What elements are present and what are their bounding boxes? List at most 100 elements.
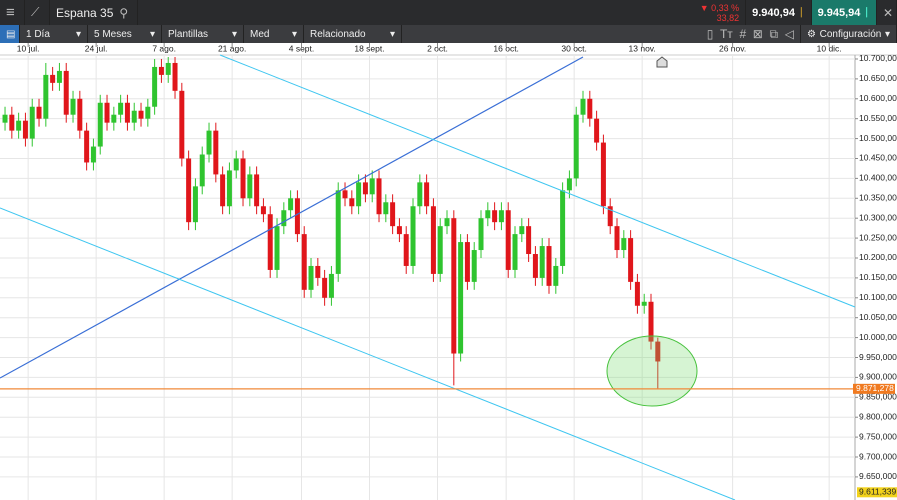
- indicator-select[interactable]: Med ▾: [244, 25, 304, 43]
- y-tick-label: 10.150,000: [859, 272, 897, 282]
- marker-price-label: 9.611,339: [859, 487, 896, 497]
- candle-body: [213, 130, 219, 175]
- templates-select[interactable]: Plantillas ▾: [162, 25, 244, 43]
- settings-select[interactable]: ⚙ Configuración ▾: [801, 25, 897, 43]
- candle-body: [152, 66, 158, 107]
- candle-body: [43, 74, 49, 119]
- candle-body: [376, 178, 382, 215]
- candle-body: [634, 281, 640, 306]
- related-text: Relacionado: [310, 28, 366, 40]
- x-tick-label: 4 sept.: [289, 43, 315, 53]
- candle-body: [220, 174, 226, 207]
- y-tick-label: 10.050,000: [859, 312, 897, 322]
- candle-body: [512, 234, 518, 270]
- y-tick-label: 10.550,000: [859, 113, 897, 123]
- candle-body: [199, 154, 205, 187]
- candle-body: [138, 110, 144, 119]
- y-tick-label: 10.400,000: [859, 173, 897, 183]
- y-tick-label: 9.800,000: [859, 411, 897, 421]
- candle-body: [560, 190, 566, 266]
- candle-body: [478, 218, 484, 251]
- candle-body: [437, 226, 443, 274]
- y-tick-label: 10.350,000: [859, 193, 897, 203]
- settings-text: Configuración: [819, 28, 882, 40]
- date-axis: [0, 43, 897, 55]
- candle-body: [451, 218, 457, 354]
- change-abs: 33,82: [716, 12, 740, 23]
- highlight-ellipse: [606, 335, 698, 407]
- x-tick-label: 26 nov.: [719, 43, 746, 53]
- marker-icon: [656, 56, 668, 68]
- candle-body: [390, 202, 396, 227]
- candle-body: [383, 202, 389, 215]
- templates-text: Plantillas: [168, 28, 209, 40]
- sell-price[interactable]: 9.940,94 ᛁ: [746, 0, 812, 25]
- tool-icons[interactable]: ▯ Tт # ⊠ ⧉ ◁: [701, 25, 801, 43]
- candle-body: [546, 246, 552, 286]
- candle-body: [335, 190, 341, 274]
- candle-body: [84, 130, 90, 163]
- candle-body: [410, 206, 416, 266]
- y-tick-label: 9.950,000: [859, 352, 897, 362]
- x-tick-label: 16 oct.: [493, 43, 519, 53]
- y-tick-label: 10.650,000: [859, 73, 897, 83]
- candle-body: [16, 120, 22, 131]
- layout-button[interactable]: ▤: [0, 25, 20, 43]
- candle-body: [526, 226, 532, 255]
- symbol[interactable]: Espana 35 ⚲: [50, 0, 138, 25]
- menu-button[interactable]: ≡: [0, 0, 25, 25]
- y-tick-label: 10.000,000: [859, 332, 897, 342]
- buy-text: 9.945,94: [817, 6, 861, 19]
- range-text: 5 Meses: [94, 28, 132, 40]
- candle-body: [158, 66, 164, 75]
- related-select[interactable]: Relacionado ▾: [304, 25, 402, 43]
- candle-body: [458, 242, 464, 354]
- candle-body: [226, 170, 232, 207]
- candle-body: [172, 62, 178, 91]
- candle-body: [111, 114, 117, 123]
- candle-body: [192, 186, 198, 223]
- top-bar: ≡ ⟋ Espana 35 ⚲ ▼ 0,33 % 33,82 9.940,94 ᛁ 9…: [0, 0, 897, 25]
- candle-body: [104, 102, 110, 123]
- candle-body: [342, 190, 348, 199]
- candle-body: [328, 273, 334, 298]
- candle-body: [607, 206, 613, 227]
- sell-text: 9.940,94: [752, 6, 795, 19]
- y-tick-label: 9.900,000: [859, 372, 897, 382]
- buy-price[interactable]: 9.945,94 ᛁ: [811, 0, 877, 25]
- candle-body: [124, 102, 130, 123]
- close-button[interactable]: ✕: [877, 0, 897, 25]
- candle-body: [315, 265, 321, 278]
- x-tick-label: 18 sept.: [354, 43, 384, 53]
- x-tick-label: 2 oct.: [427, 43, 448, 53]
- y-tick-label: 9.650,000: [859, 471, 897, 481]
- chart-icon[interactable]: ⟋: [25, 0, 50, 25]
- candle-body: [301, 234, 307, 290]
- y-tick-label: 9.750,000: [859, 431, 897, 441]
- candle-body: [36, 106, 42, 119]
- candle-body: [573, 114, 579, 179]
- candle-body: [362, 182, 368, 195]
- y-tick-label: 10.500,000: [859, 133, 897, 143]
- candle-body: [90, 146, 96, 163]
- change-pct: ▼ 0,33 %: [699, 2, 740, 13]
- candle-body: [165, 62, 171, 75]
- y-tick-label: 10.300,000: [859, 212, 897, 222]
- candle-body: [288, 198, 294, 211]
- candle-body: [131, 110, 137, 123]
- current-price-label: 9.871,278: [856, 383, 894, 393]
- candle-body: [430, 206, 436, 274]
- candle-body: [118, 102, 124, 115]
- range-select[interactable]: 5 Meses ▾: [88, 25, 162, 43]
- candle-body: [2, 114, 8, 123]
- candle-body: [553, 265, 559, 286]
- candle-body: [532, 254, 538, 278]
- candle-body: [485, 210, 491, 219]
- candle-body: [77, 98, 83, 131]
- candle-body: [206, 130, 212, 155]
- x-tick-label: 10 dic.: [817, 43, 842, 53]
- y-tick-label: 10.700,000: [859, 53, 897, 63]
- candle-body: [254, 174, 260, 207]
- candle-body: [539, 246, 545, 278]
- interval-select[interactable]: 1 Día ▾: [20, 25, 88, 43]
